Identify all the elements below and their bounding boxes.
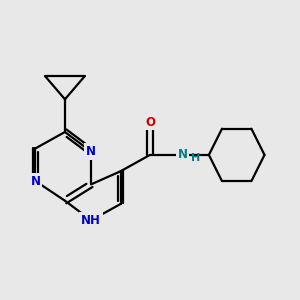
Text: O: O [145,116,155,129]
Text: N: N [178,148,188,161]
Text: NH: NH [81,214,101,227]
Text: N: N [178,148,188,161]
Text: O: O [145,116,155,129]
Text: N: N [86,145,96,158]
Text: N: N [31,175,40,188]
Text: H: H [190,152,200,163]
